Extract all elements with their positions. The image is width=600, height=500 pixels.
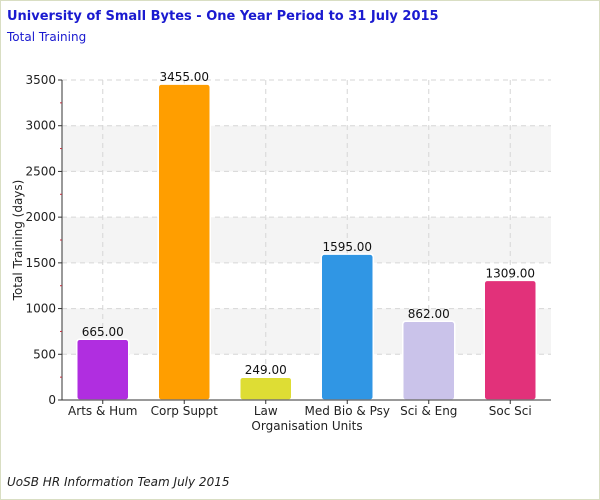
bar [402, 320, 456, 401]
y-tick-labels: 0 500 1000 1500 2000 2500 3000 3500 [25, 73, 56, 407]
value-labels: 665.00 3455.00 249.00 1595.00 862.00 1309.00 [82, 70, 535, 377]
bar [76, 338, 130, 401]
data-label: 1309.00 [485, 266, 535, 280]
data-label: 862.00 [408, 307, 450, 321]
bars [76, 83, 537, 401]
x-axis-label: Organisation Units [251, 419, 362, 433]
axes [58, 79, 551, 404]
background-band [62, 217, 551, 263]
y-tick-label: 500 [33, 347, 56, 361]
y-tick-label: 3500 [25, 73, 56, 87]
plot-background-bands [62, 125, 551, 355]
x-tick-label: Arts & Hum [68, 404, 137, 418]
data-label: 3455.00 [159, 70, 209, 84]
bar [320, 253, 374, 401]
y-tick-label: 1500 [25, 256, 56, 270]
bar [239, 376, 293, 401]
bar [157, 83, 211, 401]
y-tick-label: 2500 [25, 164, 56, 178]
data-label: 1595.00 [322, 240, 372, 254]
background-band [62, 125, 551, 172]
x-tick-label: Med Bio & Psy [305, 404, 390, 418]
x-tick-label: Corp Suppt [151, 404, 219, 418]
y-tick-label: 3000 [25, 119, 56, 133]
x-tick-label: Law [254, 404, 278, 418]
footer-credit: UoSB HR Information Team July 2015 [7, 475, 230, 489]
chart-subtitle: Total Training [7, 30, 87, 44]
data-label: 249.00 [245, 363, 287, 377]
x-tick-label: Soc Sci [489, 404, 532, 418]
gridlines [62, 79, 551, 400]
y-tick-label: 0 [48, 393, 56, 407]
bar [483, 279, 537, 401]
chart-title: University of Small Bytes - One Year Per… [7, 9, 439, 24]
data-label: 665.00 [82, 325, 124, 339]
y-tick-label: 1000 [25, 302, 56, 316]
x-tick-label: Sci & Eng [400, 404, 457, 418]
y-tick-label: 2000 [25, 210, 56, 224]
x-tick-labels: Arts & Hum Corp Suppt Law Med Bio & Psy Sci … [68, 404, 532, 418]
background-band [62, 308, 551, 355]
y-axis-label: Total Training (days) [11, 180, 25, 302]
